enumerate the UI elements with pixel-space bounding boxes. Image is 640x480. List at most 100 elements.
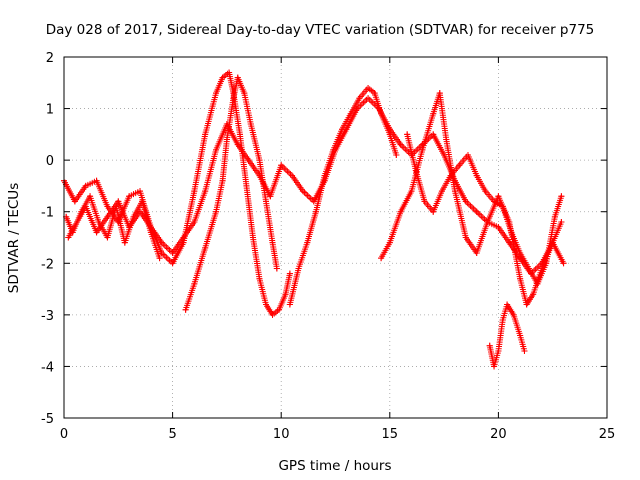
data-point — [69, 229, 76, 236]
data-point — [169, 249, 176, 256]
data-point — [464, 151, 471, 158]
data-point — [330, 146, 337, 153]
x-tick-label: 20 — [490, 427, 507, 442]
data-point — [139, 198, 146, 205]
series-markers — [286, 84, 400, 308]
data-point — [191, 219, 198, 226]
data-point — [276, 306, 283, 313]
data-point — [495, 347, 502, 354]
data-point — [510, 311, 517, 318]
data-point — [347, 110, 354, 117]
data-point — [517, 249, 524, 256]
data-point — [304, 239, 311, 246]
data-point — [430, 110, 437, 117]
data-point — [158, 239, 165, 246]
data-point — [378, 255, 385, 262]
data-point — [508, 229, 515, 236]
data-point — [202, 244, 209, 251]
y-tick-label: -3 — [41, 309, 54, 324]
data-point — [219, 74, 226, 81]
series-markers — [63, 193, 163, 262]
data-point — [462, 234, 469, 241]
data-point — [525, 265, 532, 272]
data-point — [286, 270, 293, 277]
series-track-h — [404, 131, 565, 287]
data-point — [517, 275, 524, 282]
data-point — [504, 301, 511, 308]
data-point — [226, 69, 233, 76]
data-point — [430, 208, 437, 215]
data-point — [436, 90, 443, 97]
data-point — [397, 141, 404, 148]
chart-title: Day 028 of 2017, Sidereal Day-to-day VTE… — [46, 22, 595, 38]
data-point — [278, 162, 285, 169]
data-point — [484, 219, 491, 226]
data-point — [113, 203, 120, 210]
data-point — [438, 188, 445, 195]
data-point — [473, 249, 480, 256]
y-tick-label: 1 — [46, 103, 54, 118]
data-point — [558, 219, 565, 226]
data-point — [371, 90, 378, 97]
data-point — [121, 239, 128, 246]
y-tick-label: -1 — [41, 206, 54, 221]
data-point — [534, 280, 541, 287]
data-point — [451, 188, 458, 195]
series-track-g — [63, 193, 163, 262]
data-point — [137, 188, 144, 195]
series-track-a — [61, 69, 293, 318]
plot-frame — [63, 56, 608, 419]
data-point — [289, 172, 296, 179]
data-point — [499, 317, 506, 324]
data-point — [182, 306, 189, 313]
series-track-f — [486, 301, 528, 370]
data-point — [482, 188, 489, 195]
data-point — [262, 301, 269, 308]
data-point — [256, 157, 263, 164]
x-tick-label: 0 — [60, 427, 68, 442]
data-point — [273, 265, 280, 272]
data-point — [95, 219, 102, 226]
y-tick-label: -5 — [41, 412, 54, 427]
data-point — [245, 157, 252, 164]
data-point — [256, 275, 263, 282]
data-point — [249, 234, 256, 241]
data-point — [491, 363, 498, 370]
data-point — [339, 126, 346, 133]
data-point — [430, 131, 437, 138]
data-point — [419, 146, 426, 153]
data-point — [506, 239, 513, 246]
data-point — [486, 342, 493, 349]
data-point — [267, 193, 274, 200]
gridlines — [64, 57, 607, 418]
data-marks — [61, 69, 567, 370]
x-tick-label: 10 — [273, 427, 290, 442]
series-track-e — [378, 90, 567, 308]
data-point — [408, 188, 415, 195]
axis-ticks — [63, 56, 608, 419]
y-axis-label: SDTVAR / TECUs — [6, 183, 22, 293]
data-point — [126, 193, 133, 200]
data-point — [130, 213, 137, 220]
data-point — [93, 177, 100, 184]
data-point — [213, 90, 220, 97]
data-point — [169, 260, 176, 267]
data-point — [397, 208, 404, 215]
data-point — [495, 224, 502, 231]
data-point — [236, 131, 243, 138]
data-point — [491, 198, 498, 205]
data-point — [312, 208, 319, 215]
y-tick-label: -4 — [41, 360, 54, 375]
data-point — [65, 234, 72, 241]
y-tick-labels: -5 -4 -3 -2 -1 0 1 2 — [41, 51, 54, 427]
data-point — [191, 280, 198, 287]
data-point — [243, 182, 250, 189]
data-point — [247, 121, 254, 128]
x-tick-labels: 0 5 10 15 20 25 — [60, 427, 615, 442]
data-point — [456, 162, 463, 169]
data-point — [147, 229, 154, 236]
data-point — [262, 198, 269, 205]
data-point — [223, 136, 230, 143]
data-point — [115, 198, 122, 205]
